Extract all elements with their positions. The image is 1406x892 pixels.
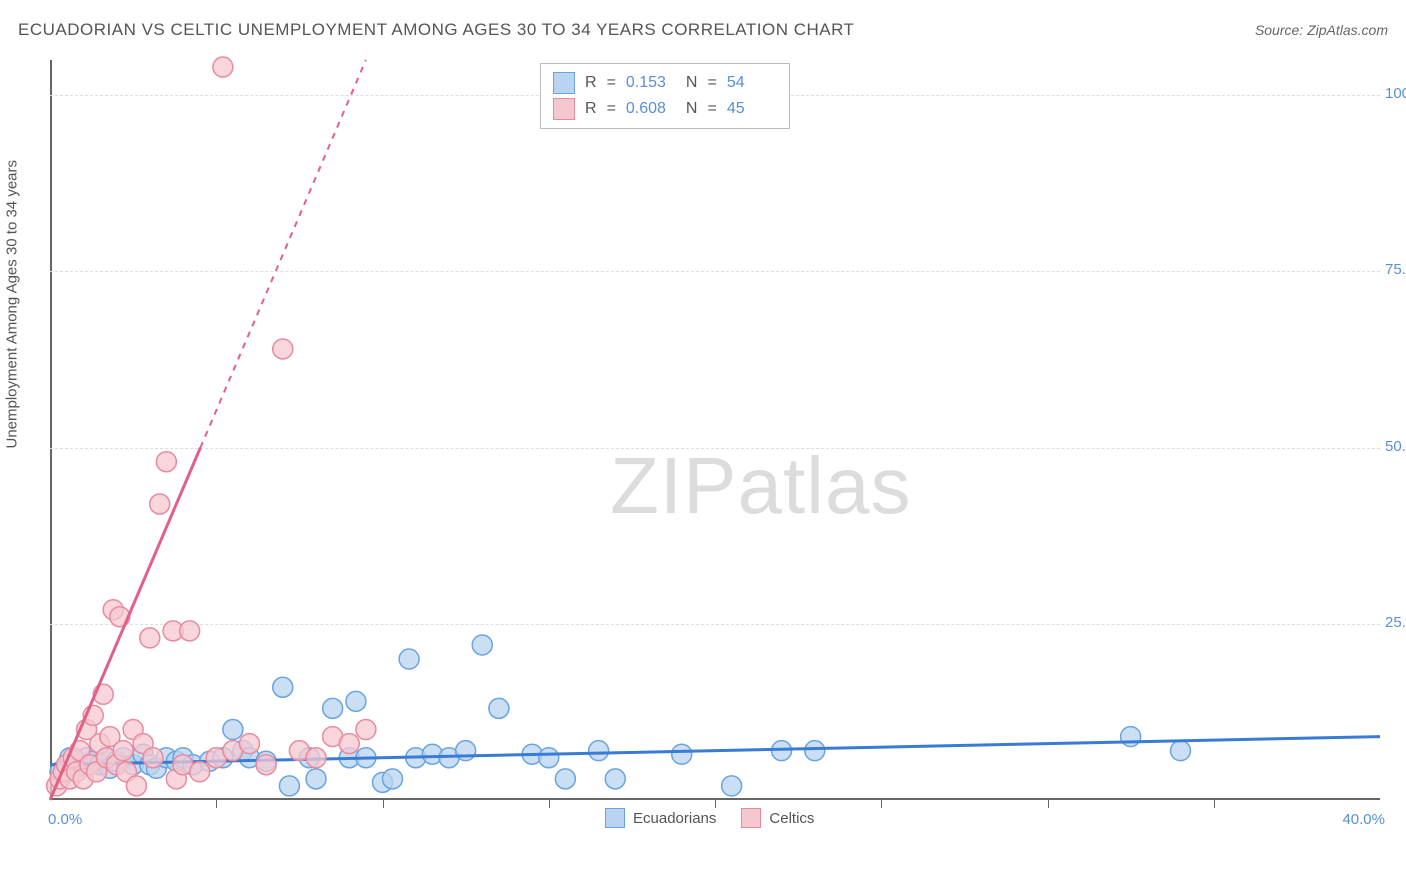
- legend-eq: =: [607, 74, 616, 92]
- data-point: [306, 769, 326, 789]
- data-point: [722, 776, 742, 796]
- data-point: [143, 748, 163, 768]
- legend-series: Ecuadorians Celtics: [605, 808, 814, 828]
- data-point: [273, 339, 293, 359]
- legend-stat-row: R = 0.153 N = 54: [553, 70, 777, 96]
- data-point: [399, 649, 419, 669]
- data-point: [489, 698, 509, 718]
- legend-stats: R = 0.153 N = 54 R = 0.608 N = 45: [540, 63, 790, 129]
- y-tick-label: 50.0%: [1385, 438, 1406, 455]
- data-point: [180, 621, 200, 641]
- data-point: [555, 769, 575, 789]
- legend-swatch: [741, 808, 761, 828]
- legend-series-item: Celtics: [741, 808, 814, 828]
- data-point: [805, 741, 825, 761]
- legend-swatch: [605, 808, 625, 828]
- data-point: [382, 769, 402, 789]
- data-point: [323, 698, 343, 718]
- legend-series-label: Ecuadorians: [633, 810, 716, 827]
- data-point: [256, 755, 276, 775]
- data-point: [1121, 727, 1141, 747]
- data-point: [150, 494, 170, 514]
- legend-r-value: 0.153: [626, 74, 676, 92]
- y-tick-label: 100.0%: [1385, 85, 1406, 102]
- data-point: [589, 741, 609, 761]
- legend-series-label: Celtics: [769, 810, 814, 827]
- data-point: [605, 769, 625, 789]
- data-point: [156, 452, 176, 472]
- data-point: [346, 691, 366, 711]
- data-point: [456, 741, 476, 761]
- data-point: [1171, 741, 1191, 761]
- y-axis-label: Unemployment Among Ages 30 to 34 years: [4, 160, 21, 449]
- legend-eq: =: [707, 74, 716, 92]
- data-point: [279, 776, 299, 796]
- data-point: [126, 776, 146, 796]
- legend-r-label: R: [585, 74, 597, 92]
- legend-eq: =: [607, 100, 616, 118]
- data-point: [190, 762, 210, 782]
- data-point: [672, 744, 692, 764]
- data-point: [140, 628, 160, 648]
- data-point: [273, 677, 293, 697]
- legend-n-label: N: [686, 74, 698, 92]
- plot-area: ZIPatlas 25.0%50.0%75.0%100.0% 0.0% 40.0…: [50, 60, 1380, 830]
- data-point: [113, 741, 133, 761]
- legend-swatch: [553, 72, 575, 94]
- legend-swatch: [553, 98, 575, 120]
- data-point: [339, 734, 359, 754]
- data-point: [240, 734, 260, 754]
- data-point: [223, 720, 243, 740]
- data-point: [539, 748, 559, 768]
- legend-n-value: 54: [727, 74, 777, 92]
- chart-title: ECUADORIAN VS CELTIC UNEMPLOYMENT AMONG …: [18, 20, 854, 40]
- data-point: [306, 748, 326, 768]
- legend-series-item: Ecuadorians: [605, 808, 716, 828]
- legend-r-label: R: [585, 100, 597, 118]
- data-point: [213, 57, 233, 77]
- legend-r-value: 0.608: [626, 100, 676, 118]
- scatter-chart: [50, 60, 1380, 830]
- legend-n-value: 45: [727, 100, 777, 118]
- y-tick-label: 25.0%: [1385, 614, 1406, 631]
- source-attribution: Source: ZipAtlas.com: [1255, 22, 1388, 38]
- legend-eq: =: [707, 100, 716, 118]
- data-point: [356, 720, 376, 740]
- data-point: [472, 635, 492, 655]
- y-tick-label: 75.0%: [1385, 261, 1406, 278]
- legend-n-label: N: [686, 100, 698, 118]
- legend-stat-row: R = 0.608 N = 45: [553, 96, 777, 122]
